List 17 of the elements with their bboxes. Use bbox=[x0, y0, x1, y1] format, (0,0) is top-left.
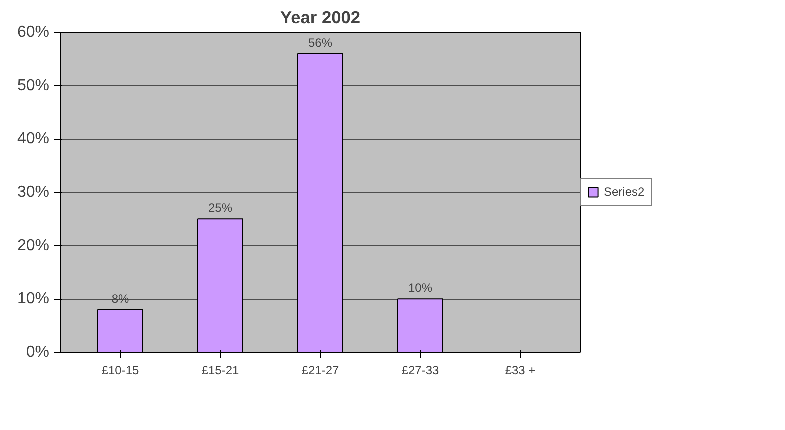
y-tick-label: 50% bbox=[17, 77, 50, 94]
x-tick-label: £10-15 bbox=[102, 364, 140, 378]
x-tick-label: £21-27 bbox=[302, 364, 340, 378]
legend-label: Series2 bbox=[604, 185, 645, 199]
text: 25% bbox=[208, 201, 233, 216]
text: 10% bbox=[408, 281, 433, 296]
y-tick-label: 60% bbox=[17, 24, 50, 41]
y-tick-label: 40% bbox=[17, 130, 50, 148]
y-tick-label: 30% bbox=[17, 184, 50, 201]
chart-title: Year 2002 bbox=[280, 8, 360, 28]
x-tick-label: £27-33 bbox=[402, 364, 440, 378]
y-tick-label: 0% bbox=[26, 344, 50, 361]
y-tick-label: 10% bbox=[17, 290, 50, 308]
text: 56% bbox=[308, 36, 333, 50]
x-tick-label: £33 + bbox=[505, 364, 536, 378]
x-tick-label: £15-21 bbox=[202, 364, 240, 378]
y-tick-label: 20% bbox=[17, 237, 50, 254]
